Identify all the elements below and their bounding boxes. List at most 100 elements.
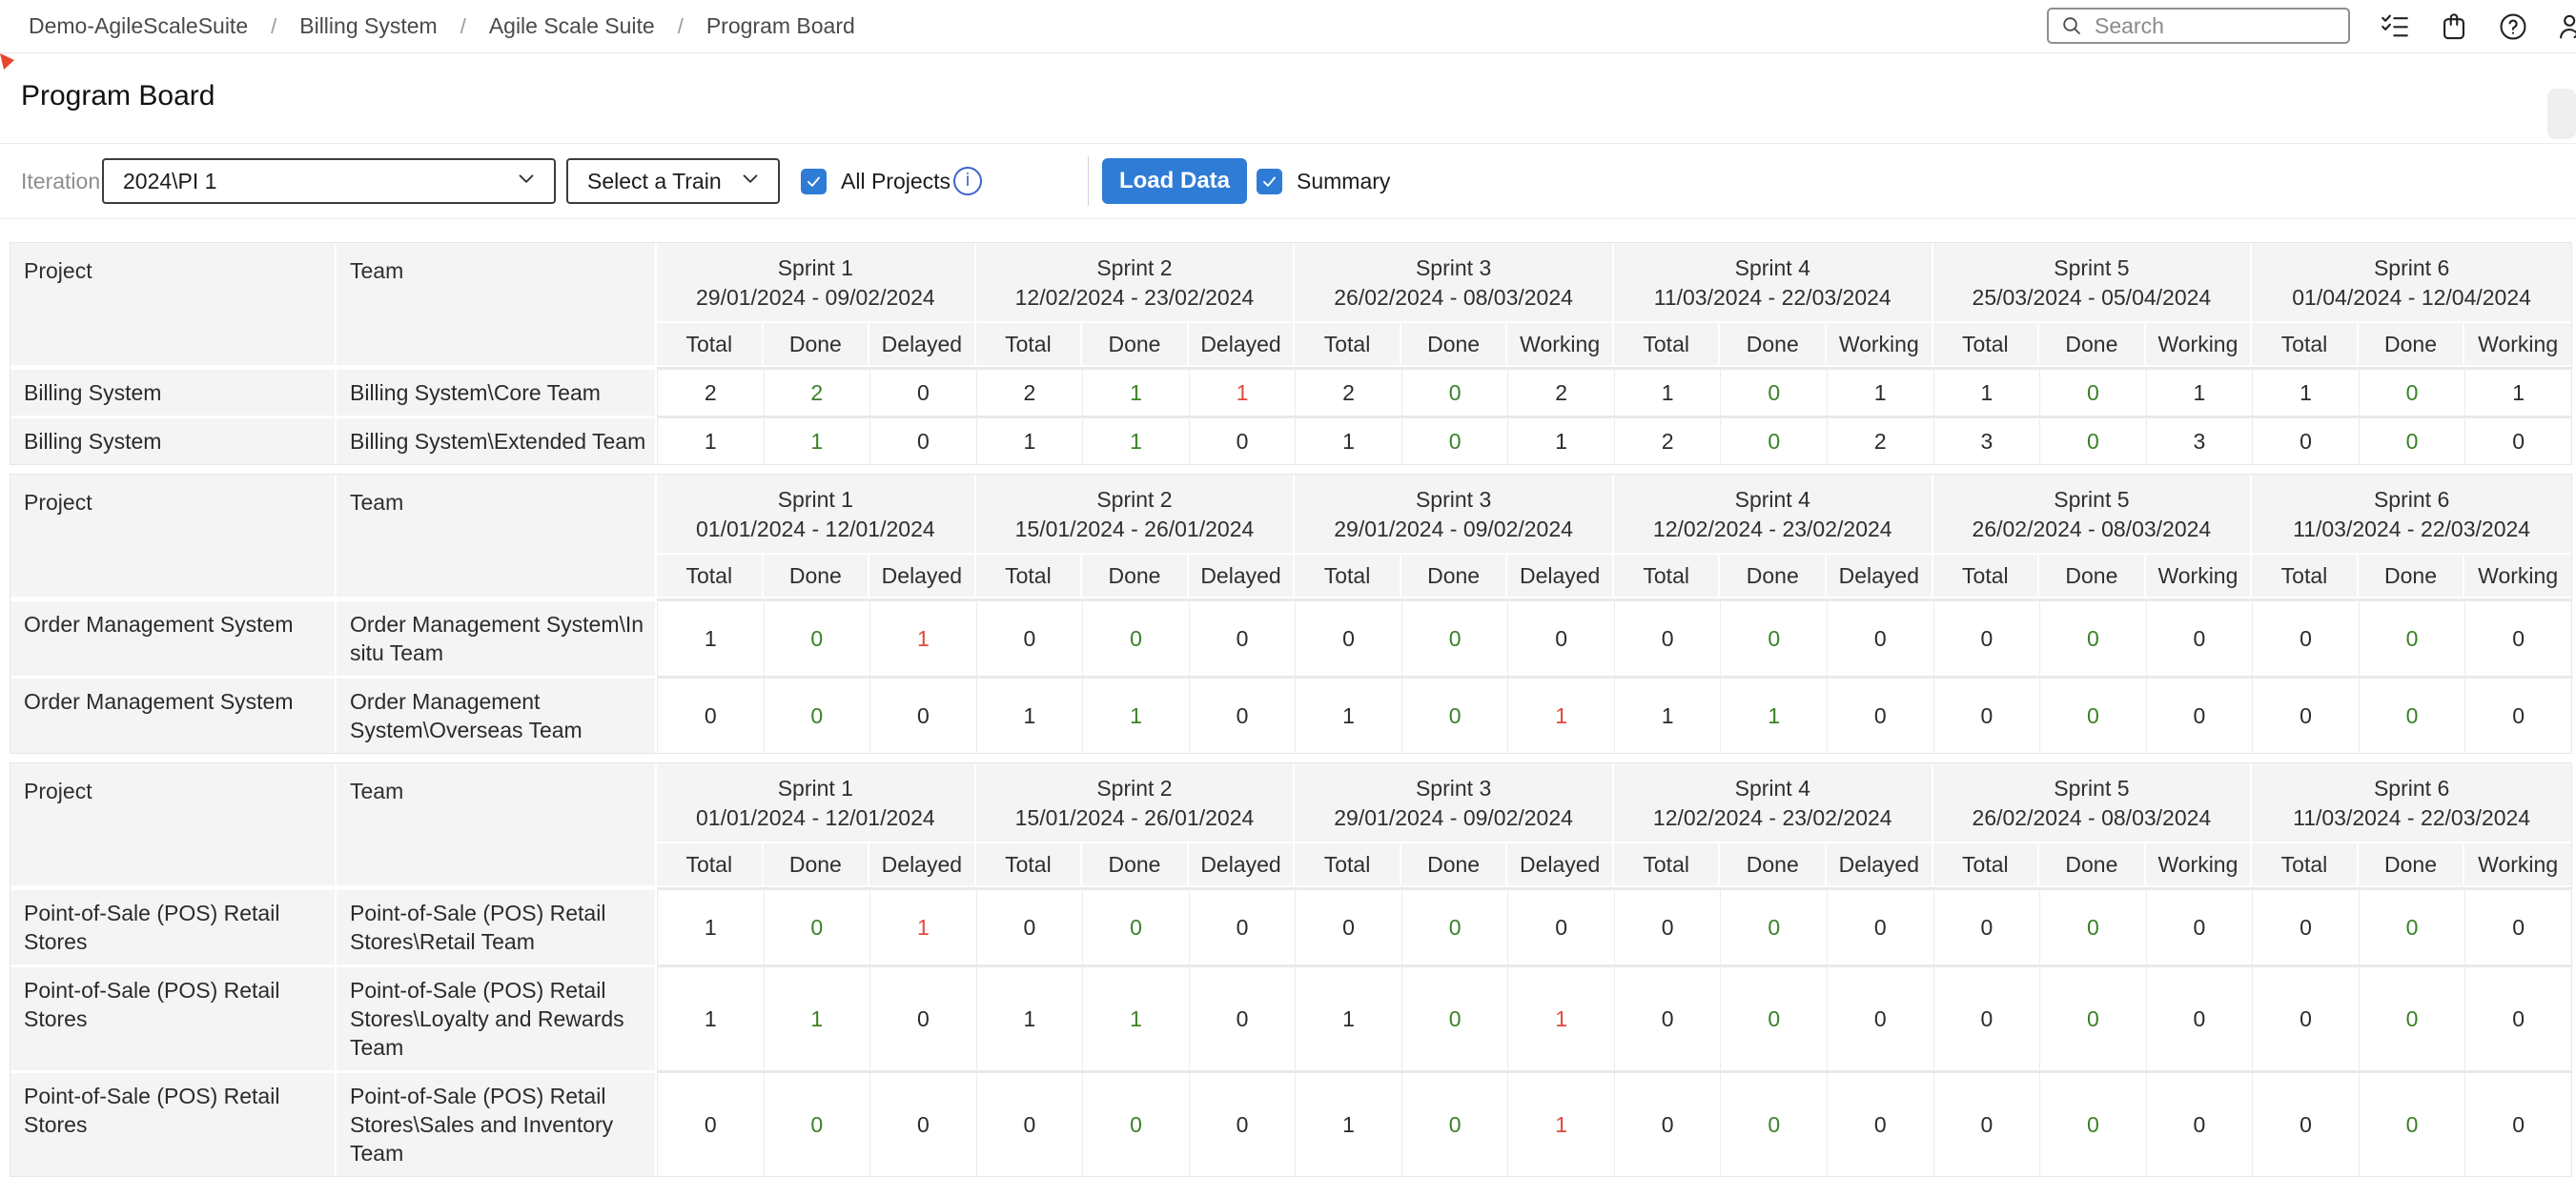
- value-cell-delayed: 0: [1507, 599, 1614, 676]
- value-cell-total: 0: [1613, 1070, 1721, 1176]
- value-cell-done: 0: [2039, 964, 2146, 1070]
- value-cell-total: 0: [1613, 887, 1721, 964]
- value-cell-done: 0: [1082, 599, 1189, 676]
- value-cell-done: 1: [763, 964, 870, 1070]
- value-cell-delayed: 0: [1827, 676, 1933, 753]
- subcolumn-header-total: Total: [657, 555, 764, 599]
- all-projects-checkbox[interactable]: [801, 169, 827, 194]
- subcolumn-header-total: Total: [975, 555, 1083, 599]
- value-cell-total: 2: [1613, 416, 1721, 464]
- table-row: Order Management System Order Management …: [10, 676, 2571, 753]
- subcolumn-header-working: Working: [2145, 323, 2253, 367]
- value-cell-total: 0: [1295, 599, 1401, 676]
- value-cell-total: 0: [2252, 1070, 2359, 1176]
- value-cell-done: 0: [2358, 416, 2465, 464]
- sprint-dates: 26/02/2024 - 08/03/2024: [1972, 517, 2212, 541]
- sprint-header: Sprint 2 15/01/2024 - 26/01/2024: [975, 475, 1296, 555]
- value-cell-total: 0: [1932, 676, 2040, 753]
- value-cell-working: 0: [2145, 599, 2253, 676]
- sprint-name: Sprint 2: [1096, 487, 1173, 512]
- value-cell-done: 0: [2039, 1070, 2146, 1176]
- vertical-scrollbar-thumb[interactable]: [2547, 89, 2576, 139]
- chevron-down-icon: [514, 166, 539, 196]
- value-cell-total: 1: [1613, 676, 1721, 753]
- sprint-dates: 26/02/2024 - 08/03/2024: [1334, 285, 1573, 310]
- column-header-project: Project: [10, 243, 337, 367]
- sprint-dates: 15/01/2024 - 26/01/2024: [1014, 517, 1255, 541]
- sprint-dates: 25/03/2024 - 05/04/2024: [1972, 285, 2212, 310]
- value-cell-total: 1: [657, 964, 764, 1070]
- chevron-down-icon: [738, 166, 763, 196]
- breadcrumb-item-page[interactable]: Program Board: [705, 13, 855, 38]
- value-cell-working: 0: [2464, 676, 2571, 753]
- project-cell: Billing System: [10, 367, 337, 416]
- subcolumn-header-done: Done: [2039, 555, 2146, 599]
- value-cell-done: 1: [1082, 676, 1189, 753]
- value-cell-delayed: 0: [1827, 599, 1933, 676]
- subcolumn-header-total: Total: [2252, 843, 2359, 887]
- sprint-dates: 26/02/2024 - 08/03/2024: [1972, 805, 2212, 830]
- subcolumn-header-done: Done: [763, 555, 870, 599]
- value-cell-done: 0: [1082, 887, 1189, 964]
- team-cell: Billing System\Core Team: [337, 367, 657, 416]
- subcolumn-header-total: Total: [2252, 323, 2359, 367]
- subcolumn-header-done: Done: [2358, 843, 2465, 887]
- train-select[interactable]: Select a Train: [566, 158, 780, 204]
- value-cell-total: 0: [657, 1070, 764, 1176]
- project-cell: Order Management System: [10, 676, 337, 753]
- subcolumn-header-done: Done: [1082, 843, 1189, 887]
- value-cell-working: 1: [1827, 367, 1933, 416]
- summary-checkbox[interactable]: [1257, 169, 1282, 194]
- table-row: Billing System Billing System\Extended Te…: [10, 416, 2571, 464]
- value-cell-working: 1: [2145, 367, 2253, 416]
- sprint-name: Sprint 3: [1415, 255, 1492, 280]
- value-cell-total: 0: [1932, 599, 2040, 676]
- team-cell: Order Management System\In situ Team: [337, 599, 657, 676]
- breadcrumb-separator: /: [677, 13, 684, 38]
- sprint-name: Sprint 3: [1415, 487, 1492, 512]
- value-cell-delayed: 0: [1507, 887, 1614, 964]
- checklist-icon[interactable]: [2378, 10, 2412, 44]
- breadcrumb-item-suite[interactable]: Agile Scale Suite: [488, 13, 655, 38]
- sprint-header: Sprint 3 26/02/2024 - 08/03/2024: [1295, 243, 1614, 323]
- search-box[interactable]: [2047, 8, 2350, 44]
- value-cell-working: 0: [2464, 599, 2571, 676]
- help-icon[interactable]: [2496, 10, 2530, 44]
- subcolumn-header-delayed: Delayed: [1188, 843, 1296, 887]
- value-cell-delayed: 1: [1507, 964, 1614, 1070]
- value-cell-total: 2: [975, 367, 1083, 416]
- subcolumn-header-working: Working: [1827, 323, 1933, 367]
- user-settings-icon[interactable]: [2555, 10, 2576, 44]
- subcolumn-header-done: Done: [1400, 555, 1508, 599]
- value-cell-working: 0: [2145, 964, 2253, 1070]
- sprint-dates: 29/01/2024 - 09/02/2024: [695, 285, 935, 310]
- sprint-header: Sprint 5 25/03/2024 - 05/04/2024: [1932, 243, 2253, 323]
- breadcrumb-item-workspace[interactable]: Demo-AgileScaleSuite: [29, 13, 249, 38]
- value-cell-total: 1: [1295, 416, 1401, 464]
- value-cell-delayed: 1: [869, 599, 976, 676]
- value-cell-done: 1: [1082, 964, 1189, 1070]
- value-cell-done: 0: [1082, 1070, 1189, 1176]
- team-cell: Point-of-Sale (POS) Retail Stores\Sales …: [337, 1070, 657, 1176]
- subcolumn-header-delayed: Delayed: [1827, 555, 1933, 599]
- iteration-select[interactable]: 2024\PI 1: [102, 158, 556, 204]
- subcolumn-header-working: Working: [1507, 323, 1614, 367]
- value-cell-done: 0: [1400, 676, 1508, 753]
- search-input[interactable]: [2093, 11, 2316, 40]
- value-cell-done: 0: [1400, 964, 1508, 1070]
- info-icon[interactable]: i: [953, 167, 982, 195]
- summary-label: Summary: [1297, 168, 1391, 193]
- value-cell-delayed: 0: [1827, 1070, 1933, 1176]
- briefcase-icon[interactable]: [2437, 10, 2471, 44]
- breadcrumb-item-project[interactable]: Billing System: [299, 13, 438, 38]
- value-cell-delayed: 0: [1188, 416, 1296, 464]
- sprint-header: Sprint 4 11/03/2024 - 22/03/2024: [1613, 243, 1933, 323]
- load-data-button[interactable]: Load Data: [1102, 158, 1247, 204]
- sprint-header: Sprint 1 01/01/2024 - 12/01/2024: [657, 475, 976, 555]
- subcolumn-header-done: Done: [2039, 843, 2146, 887]
- value-cell-done: 0: [1400, 887, 1508, 964]
- project-cell: Point-of-Sale (POS) Retail Stores: [10, 1070, 337, 1176]
- value-cell-delayed: 1: [1507, 676, 1614, 753]
- value-cell-done: 0: [2358, 887, 2465, 964]
- value-cell-done: 0: [763, 1070, 870, 1176]
